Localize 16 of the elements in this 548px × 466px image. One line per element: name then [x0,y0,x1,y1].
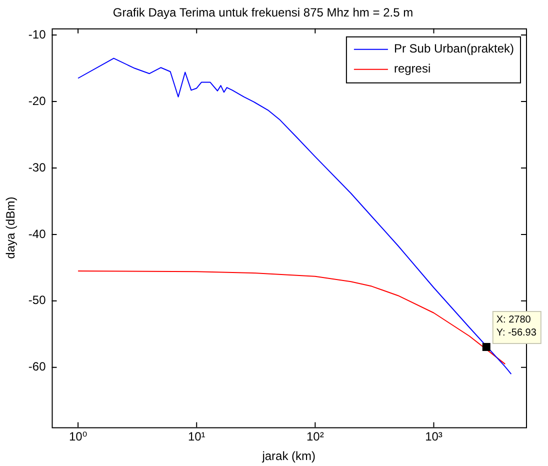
y-tick-label: -10 [28,27,46,42]
x-tick-label: 10² [306,430,324,444]
x-tick-label: 10¹ [188,430,206,444]
y-tick-label: -60 [28,360,46,374]
annotation: X: 2780 Y: -56.93 [496,314,537,339]
x-tick-label: 10³ [425,430,442,444]
y-tick-label: -50 [28,293,46,308]
chart-title: Grafik Daya Terima untuk frekuensi 875 Mhz hm = 2.5 m [112,6,414,20]
y-tick-label: -20 [28,94,46,108]
legend-label: Pr Sub Urban(praktek) [394,42,514,56]
x-tick-label: 10⁰ [68,430,88,444]
legend-label: regresi [394,62,431,76]
y-axis-title: daya (dBm) [4,196,18,259]
x-axis-title: jarak (km) [261,449,316,464]
y-tick-label: -40 [28,226,46,241]
y-tick-label: -30 [28,160,46,174]
